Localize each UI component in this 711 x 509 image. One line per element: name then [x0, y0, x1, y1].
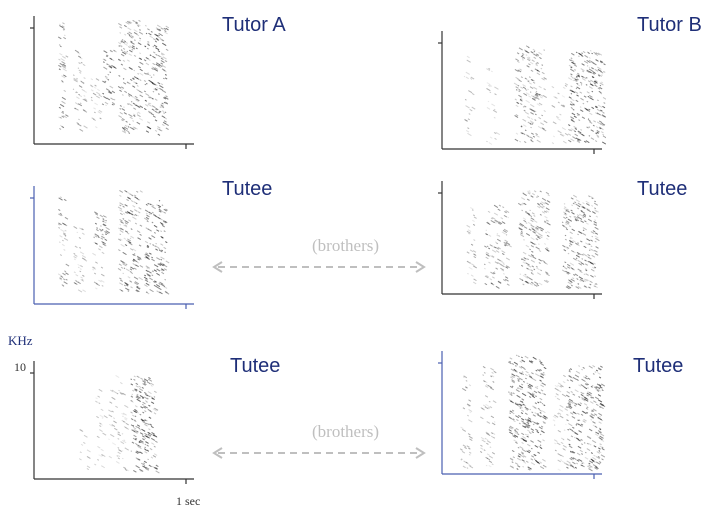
- spectrogram-tutor-b: [436, 25, 606, 155]
- spectrogram-tutee-2: [436, 175, 606, 300]
- label-tutee-2: Tutee: [637, 178, 688, 200]
- double-arrow-row3: [212, 447, 426, 459]
- label-tutor-b: Tutor B: [637, 14, 702, 36]
- label-tutee-3: Tutee: [230, 355, 281, 377]
- spectrogram-tutor-a-plot: [30, 16, 194, 149]
- axis-unit-label: KHz: [8, 333, 33, 348]
- spectrogram-tutee-1: [28, 180, 198, 310]
- label-tutee-1: Tutee: [222, 178, 273, 200]
- spectrogram-tutee-4-plot: [438, 351, 606, 479]
- spectrogram-tutor-b-plot: [438, 31, 606, 154]
- brothers-label-row2: (brothers): [312, 236, 380, 255]
- time-scale-label: 1 sec: [176, 494, 201, 508]
- label-tutee-4: Tutee: [633, 355, 684, 377]
- label-tutor-a: Tutor A: [222, 14, 286, 36]
- spectrogram-tutee-3-plot: [30, 361, 194, 484]
- double-arrow-row2: [212, 261, 426, 273]
- spectrogram-tutee-3: [28, 355, 198, 485]
- spectrogram-tutee-2-plot: [438, 181, 602, 299]
- spectrogram-tutor-a: [28, 10, 198, 150]
- axis-max-label: 10: [14, 360, 26, 374]
- spectrogram-tutee-1-plot: [30, 186, 194, 309]
- brothers-label-row3: (brothers): [312, 422, 380, 441]
- spectrogram-tutee-4: [436, 345, 606, 480]
